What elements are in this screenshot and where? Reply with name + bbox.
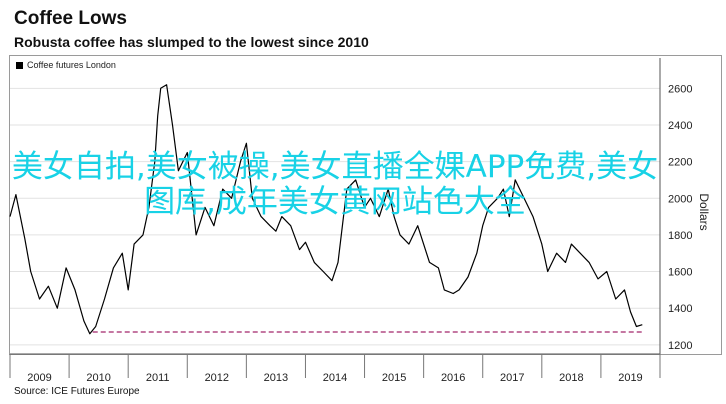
legend: Coffee futures London bbox=[16, 60, 116, 70]
y-tick-label: 1800 bbox=[668, 230, 692, 242]
y-tick-label: 1400 bbox=[668, 303, 692, 315]
y-tick-label: 2200 bbox=[668, 157, 692, 169]
legend-label: Coffee futures London bbox=[27, 60, 116, 70]
legend-swatch bbox=[16, 61, 23, 69]
chart-subtitle: Robusta coffee has slumped to the lowest… bbox=[14, 34, 369, 50]
y-tick-label: 1200 bbox=[668, 340, 692, 352]
x-tick-label: 2010 bbox=[86, 372, 110, 384]
source-note: Source: ICE Futures Europe bbox=[14, 386, 140, 397]
series-line bbox=[9, 84, 643, 335]
x-tick-label: 2018 bbox=[559, 372, 583, 384]
x-tick-label: 2012 bbox=[205, 372, 229, 384]
x-tick-label: 2009 bbox=[27, 372, 51, 384]
x-tick-label: 2014 bbox=[323, 372, 347, 384]
x-tick-label: 2017 bbox=[500, 372, 524, 384]
y-tick-label: 2600 bbox=[668, 83, 692, 95]
y-tick-label: 2000 bbox=[668, 193, 692, 205]
y-tick-label: 2400 bbox=[668, 120, 692, 132]
y-axis-label: Dollars bbox=[697, 193, 711, 230]
x-tick-label: 2016 bbox=[441, 372, 465, 384]
y-tick-label: 1600 bbox=[668, 267, 692, 279]
x-tick-label: 2019 bbox=[618, 372, 642, 384]
x-tick-label: 2015 bbox=[382, 372, 406, 384]
chart-title: Coffee Lows bbox=[14, 8, 127, 29]
x-tick-label: 2011 bbox=[146, 372, 170, 384]
watermark-overlay: 美女自拍,美女被操,美女直播全婐APP免费,美女图库,成年美女黄网站色大全 bbox=[11, 149, 659, 220]
x-tick-label: 2013 bbox=[264, 372, 288, 384]
